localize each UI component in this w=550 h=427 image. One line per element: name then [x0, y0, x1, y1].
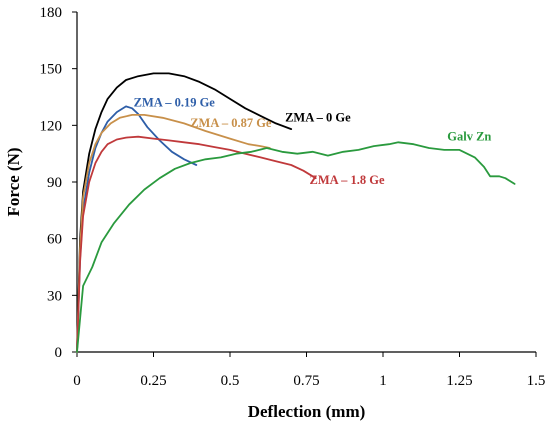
y-axis-title: Force (N) — [4, 147, 23, 216]
series-label: Galv Zn — [447, 129, 491, 143]
series-line-zma-0-ge — [76, 72, 293, 353]
x-tick-label: 1 — [379, 373, 387, 389]
y-tick-label: 60 — [47, 232, 62, 248]
series-label: ZMA – 0 Ge — [285, 111, 351, 125]
y-tick-label: 0 — [55, 345, 63, 361]
series-label: ZMA – 1.8 Ge — [310, 173, 385, 187]
x-tick-label: 0 — [73, 373, 81, 389]
y-tick-label: 120 — [40, 118, 63, 134]
y-tick-label: 90 — [47, 175, 62, 191]
y-tick-label: 150 — [40, 62, 63, 78]
series-layer — [76, 72, 516, 353]
x-tick-label: 0.25 — [140, 373, 166, 389]
series-line-galv-zn — [76, 141, 516, 353]
x-ticks: 0 0.25 0.5 0.75 1 1.25 1.5 — [73, 352, 545, 389]
axes: 0 0.25 0.5 0.75 1 1.25 1.5 0 30 60 90 120 150 180 — [40, 5, 546, 389]
x-tick-label: 1.25 — [446, 373, 472, 389]
series-label: ZMA – 0.19 Ge — [134, 95, 216, 109]
y-tick-label: 30 — [47, 288, 62, 304]
x-axis-title: Deflection (mm) — [248, 402, 366, 421]
x-tick-label: 0.5 — [221, 373, 240, 389]
series-label: ZMA – 0.87 Ge — [190, 116, 272, 130]
y-ticks: 0 30 60 90 120 150 180 — [40, 5, 77, 361]
series-line-zma-0-87-ge — [76, 114, 271, 353]
series-labels: ZMA – 0 Ge ZMA – 0.19 Ge ZMA – 0.87 Ge ZMA … — [134, 95, 492, 186]
series-line-zma-1-8-ge — [76, 135, 317, 353]
series-line-zma-0-19-ge — [76, 105, 198, 353]
y-tick-label: 180 — [40, 5, 63, 21]
x-tick-label: 0.75 — [293, 373, 319, 389]
x-tick-label: 1.5 — [527, 373, 546, 389]
